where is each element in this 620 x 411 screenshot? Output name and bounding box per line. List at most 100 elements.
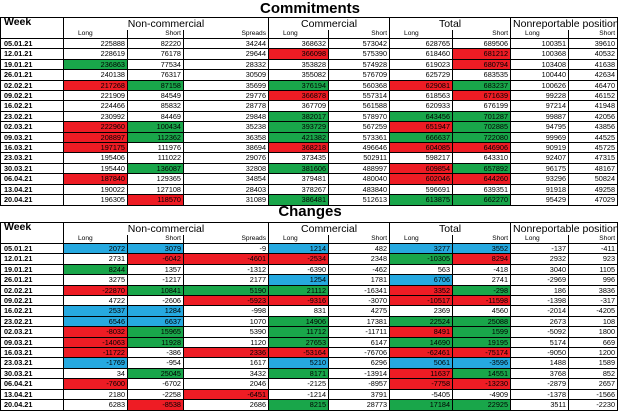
commercial-short-cell: 482 (328, 242, 391, 255)
total-short-cell: 4560 (452, 305, 512, 317)
table-row: 12.01.21 2731 -6042 -4601 -2534 2348 -10305 829… (0, 253, 619, 265)
nonreportable-short-cell: 669 (568, 336, 619, 349)
changes-title: Changes (278, 203, 342, 220)
noncommercial-long-cell: 195440 (63, 162, 128, 175)
nonreportable-long-cell: 93296 (510, 173, 570, 185)
noncommercial-short-cell: 82220 (127, 37, 184, 50)
noncommercial-long-cell: -7600 (63, 378, 128, 390)
nonreportable-long-cell: 92407 (510, 152, 570, 164)
nonreportable-short-cell: 923 (568, 253, 619, 265)
noncommercial-long-cell: 240138 (63, 69, 128, 81)
commercial-short-cell: 3791 (328, 388, 391, 401)
nonreportable-long-cell: 100440 (510, 69, 570, 81)
nonreportable-short-cell: 1200 (568, 347, 619, 359)
commitments-table: Week Non-commercial Commercial Total Non… (0, 17, 619, 206)
week-cell: 16.02.21 (0, 100, 64, 112)
spreads-cell: 28778 (182, 100, 270, 112)
commercial-short-cell: 567259 (328, 121, 391, 133)
commercial-long-cell: 382017 (268, 110, 330, 123)
total-long-cell: 602046 (389, 173, 454, 185)
table-row: 16.03.21 -11722 -386 2336 -53164 -76706 -62461… (0, 347, 619, 359)
nonreportable-short-cell: 3836 (568, 284, 619, 297)
commercial-long-cell: -9316 (268, 295, 330, 307)
total-short-cell: 671639 (452, 90, 512, 102)
noncommercial-short-cell: 129365 (127, 173, 184, 185)
nonreportable-long-cell: -137 (510, 242, 570, 255)
week-cell: 26.01.21 (0, 69, 64, 81)
total-long-cell: 8491 (389, 326, 454, 338)
commercial-long-cell: 368218 (268, 142, 330, 154)
short-subheader: Short (127, 30, 184, 39)
commercial-short-cell: 1781 (328, 274, 391, 286)
total-long-cell: 14690 (389, 336, 454, 349)
week-cell: 19.01.21 (0, 263, 64, 276)
noncommercial-header: Non-commercial (62, 222, 270, 235)
nonreportable-short-cell: 2657 (568, 378, 619, 390)
total-short-cell: 644260 (452, 173, 512, 185)
week-cell: 23.03.21 (0, 152, 64, 164)
noncommercial-short-cell: 84549 (127, 90, 184, 102)
noncommercial-short-cell: 100434 (127, 121, 184, 133)
week-cell: 02.02.21 (0, 284, 64, 297)
total-long-cell: 666637 (389, 131, 454, 144)
nonreportable-short-cell: 46152 (568, 90, 619, 102)
nonreportable-long-cell: 2932 (510, 253, 570, 265)
total-short-cell: 676199 (452, 100, 512, 112)
spreads-cell: 5390 (182, 326, 270, 338)
commercial-header: Commercial (268, 17, 391, 30)
spreads-cell: 36358 (182, 131, 270, 144)
spreads-subheader: Spreads (182, 235, 270, 244)
spreads-cell: -998 (182, 305, 270, 317)
week-cell: 05.01.21 (0, 242, 64, 255)
spreads-cell: -4601 (182, 253, 270, 265)
week-cell: 13.04.21 (0, 388, 64, 401)
table-row: 26.01.21 240138 76317 30509 355082 576709 6257… (0, 69, 619, 81)
commercial-long-cell: 421382 (268, 131, 330, 144)
noncommercial-short-cell: -954 (127, 357, 184, 369)
commercial-short-cell: -76706 (328, 347, 391, 359)
week-cell: 16.03.21 (0, 142, 64, 154)
nonreportable-long-cell: 1488 (510, 357, 570, 369)
noncommercial-long-cell: 236863 (63, 58, 128, 71)
spreads-cell: 2336 (182, 347, 270, 359)
noncommercial-long-cell: 34 (63, 367, 128, 380)
nonreportable-header: Nonreportable positions (510, 222, 619, 235)
table-row: 02.02.21 217268 87158 35699 376194 560368 6290… (0, 79, 619, 92)
commercial-short-cell: 573361 (328, 131, 391, 144)
commercial-long-cell: 27653 (268, 336, 330, 349)
noncommercial-short-cell: 111022 (127, 152, 184, 164)
commercial-long-cell: 379481 (268, 173, 330, 185)
spreads-cell: 29644 (182, 48, 270, 60)
long-subheader: Long (389, 30, 454, 39)
week-cell: 09.03.21 (0, 131, 64, 144)
commercial-short-cell: 6296 (328, 357, 391, 369)
short-subheader: Short (568, 30, 619, 39)
table-row: 16.02.21 2537 1284 -998 831 4275 2369 4560 -2014… (0, 305, 619, 317)
total-short-cell: -13230 (452, 378, 512, 390)
week-cell: 30.03.21 (0, 162, 64, 175)
spreads-cell: 1070 (182, 315, 270, 328)
spreads-cell: 5190 (182, 284, 270, 297)
total-long-cell: 628765 (389, 37, 454, 50)
commercial-long-cell: 1214 (268, 242, 330, 255)
nonreportable-short-cell: 50824 (568, 173, 619, 185)
commitments-rows: 05.01.21 225888 82220 34244 368632 573042 6287… (0, 37, 619, 206)
commercial-short-cell: -3070 (328, 295, 391, 307)
noncommercial-long-cell: 224466 (63, 100, 128, 112)
table-row: 06.04.21 187840 129365 34854 379481 480040 602… (0, 173, 619, 185)
noncommercial-short-cell: 25045 (127, 367, 184, 380)
commercial-short-cell: -462 (328, 263, 391, 276)
week-cell: 05.01.21 (0, 37, 64, 50)
commercial-short-cell: 560368 (328, 79, 391, 92)
total-short-cell: 14551 (452, 367, 512, 380)
week-cell: 02.02.21 (0, 79, 64, 92)
commercial-short-cell: 578970 (328, 110, 391, 123)
week-cell: 16.03.21 (0, 347, 64, 359)
week-cell: 02.03.21 (0, 326, 64, 338)
week-cell: 20.04.21 (0, 399, 64, 411)
spreads-cell: 38694 (182, 142, 270, 154)
total-short-cell: -75174 (452, 347, 512, 359)
week-cell: 12.01.21 (0, 253, 64, 265)
total-long-cell: -5405 (389, 388, 454, 401)
total-long-cell: 604085 (389, 142, 454, 154)
